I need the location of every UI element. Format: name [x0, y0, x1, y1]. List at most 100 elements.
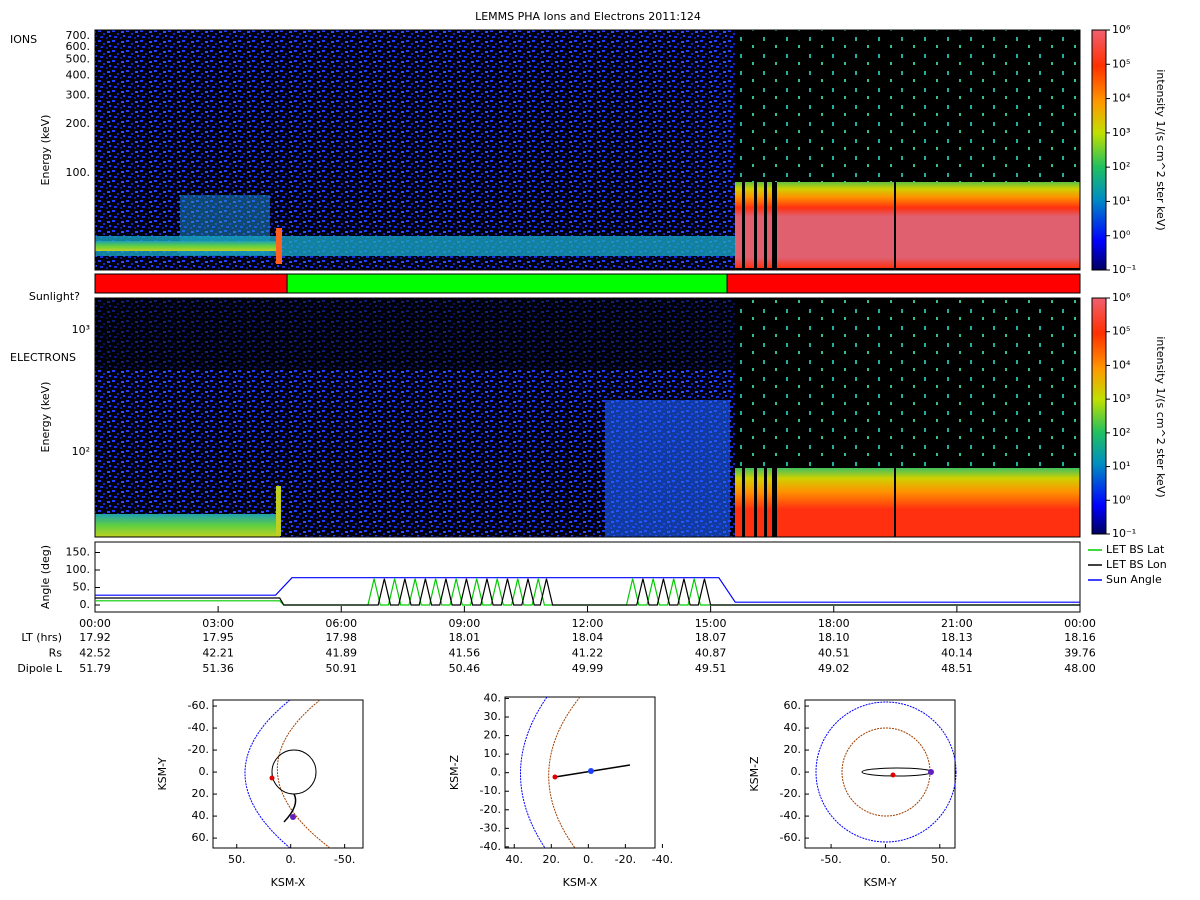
ephemeris-value: 18.04 [572, 631, 604, 644]
x-tick-label: 06:00 [325, 617, 357, 630]
ion-frame [94, 29, 1081, 271]
y-tick-label: -40. [188, 721, 209, 734]
y-tick-label: 40. [192, 809, 210, 822]
orbit-traces [212, 696, 957, 849]
colorbar-tick-label: 10⁻¹ [1112, 527, 1136, 540]
ephemeris-name: LT (hrs) [21, 631, 62, 644]
x-tick-label: 12:00 [572, 617, 604, 630]
x-tick-label: 0. [583, 853, 594, 866]
colorbar-tick-label: 10¹ [1112, 194, 1130, 207]
y-tick-label: -30. [480, 821, 501, 834]
electron-spectrogram [95, 298, 1080, 537]
x-tick-label: -50. [820, 853, 841, 866]
panel-name: IONS [10, 33, 37, 46]
x-tick-label: 50. [228, 853, 246, 866]
x-tick-label: 09:00 [449, 617, 481, 630]
y-tick-label: 100. [66, 563, 91, 576]
ephemeris-value: 50.46 [449, 662, 481, 675]
y-tick-label: -10. [480, 784, 501, 797]
x-tick-label: 00:00 [79, 617, 111, 630]
ephemeris-value: 42.21 [202, 647, 234, 660]
x-tick-label: -40. [652, 853, 673, 866]
y-tick-label: 40. [484, 691, 502, 704]
ephemeris-value: 18.01 [449, 631, 481, 644]
y-tick-label: 50. [73, 581, 91, 594]
electron-frame [94, 297, 1081, 538]
colorbar-tick-label: 10⁵ [1112, 57, 1130, 70]
ephemeris-value: 41.89 [326, 647, 358, 660]
legend-label: LET BS Lon [1106, 558, 1167, 571]
ephemeris-value: 18.07 [695, 631, 727, 644]
colorbar-tick-label: 10⁴ [1112, 92, 1131, 105]
x-axis-label: KSM-X [563, 876, 598, 889]
sunlight-segment [94, 273, 288, 294]
ephemeris-value: 51.36 [202, 662, 234, 675]
colorbar-tick-label: 10² [1112, 160, 1130, 173]
ephemeris-value: 50.91 [326, 662, 358, 675]
colorbar-label: intensity 1/(s cm^2 ster keV) [1154, 336, 1167, 497]
chart-title: LEMMS PHA Ions and Electrons 2011:124 [475, 10, 701, 23]
ephemeris-value: 17.95 [202, 631, 234, 644]
x-axis-label: KSM-X [271, 876, 306, 889]
y-tick-label: 10. [484, 747, 502, 760]
angle-line [95, 578, 1080, 606]
ephemeris-value: 18.10 [818, 631, 850, 644]
y-tick-label: -20. [480, 803, 501, 816]
x-tick-label: 0. [285, 853, 296, 866]
x-tick-label: 50. [931, 853, 949, 866]
y-tick-label: 20. [784, 743, 802, 756]
y-tick-label: 400. [66, 68, 91, 81]
ephemeris-value: 51.79 [79, 662, 111, 675]
ephemeris-name: Rs [49, 647, 63, 660]
y-tick-label: 200. [66, 117, 91, 130]
ephemeris-value: 41.56 [449, 647, 481, 660]
y-tick-label: -20. [780, 787, 801, 800]
y-tick-label: 10³ [72, 323, 90, 336]
ion-spectrogram [95, 30, 1080, 270]
ephemeris-value: 49.51 [695, 662, 727, 675]
x-axis-label: KSM-Y [863, 876, 896, 889]
ephemeris-value: 49.02 [818, 662, 850, 675]
y-tick-label: 0. [791, 765, 802, 778]
ephemeris-value: 40.87 [695, 647, 727, 660]
x-tick-label: 00:00 [1064, 617, 1096, 630]
colorbar-tick-label: 10³ [1112, 392, 1130, 405]
ephemeris-value: 48.00 [1064, 662, 1096, 675]
y-tick-label: 10² [72, 445, 90, 458]
colorbar-tick-label: 10³ [1112, 126, 1130, 139]
ephemeris-value: 40.14 [941, 647, 973, 660]
ephemeris-name: Dipole L [17, 662, 63, 675]
y-tick-label: 700. [66, 29, 91, 42]
y-tick-label: 0. [199, 765, 210, 778]
angle-line [95, 578, 1080, 606]
colorbar-tick-label: 10⁶ [1112, 291, 1131, 304]
colorbar [1091, 29, 1107, 271]
y-tick-label: 100. [66, 166, 91, 179]
y-tick-label: 40. [784, 721, 802, 734]
x-tick-label: 18:00 [818, 617, 850, 630]
ephemeris-value: 41.22 [572, 647, 604, 660]
sunlight-segment [726, 273, 1081, 294]
ephemeris-value: 42.52 [79, 647, 111, 660]
colorbar-tick-label: 10⁵ [1112, 325, 1130, 338]
colorbar-tick-label: 10⁰ [1112, 493, 1131, 506]
ephemeris-value: 18.13 [941, 631, 973, 644]
ephemeris-value: 40.51 [818, 647, 850, 660]
x-tick-label: 20. [543, 853, 561, 866]
y-tick-label: -40. [780, 809, 801, 822]
legend-label: Sun Angle [1106, 573, 1162, 586]
y-tick-label: -20. [188, 743, 209, 756]
y-tick-label: 60. [784, 699, 802, 712]
ephemeris-value: 39.76 [1064, 647, 1096, 660]
x-tick-label: 0. [880, 853, 891, 866]
ephemeris-value: 18.16 [1064, 631, 1096, 644]
colorbar-label: intensity 1/(s cm^2 ster keV) [1154, 69, 1167, 230]
y-tick-label: -60. [780, 831, 801, 844]
y-tick-label: 60. [192, 831, 210, 844]
y-tick-label: 600. [66, 40, 91, 53]
y-tick-label: 0. [80, 598, 91, 611]
ephemeris-value: 17.92 [79, 631, 111, 644]
x-tick-label: -20. [615, 853, 636, 866]
y-tick-label: 20. [484, 729, 502, 742]
